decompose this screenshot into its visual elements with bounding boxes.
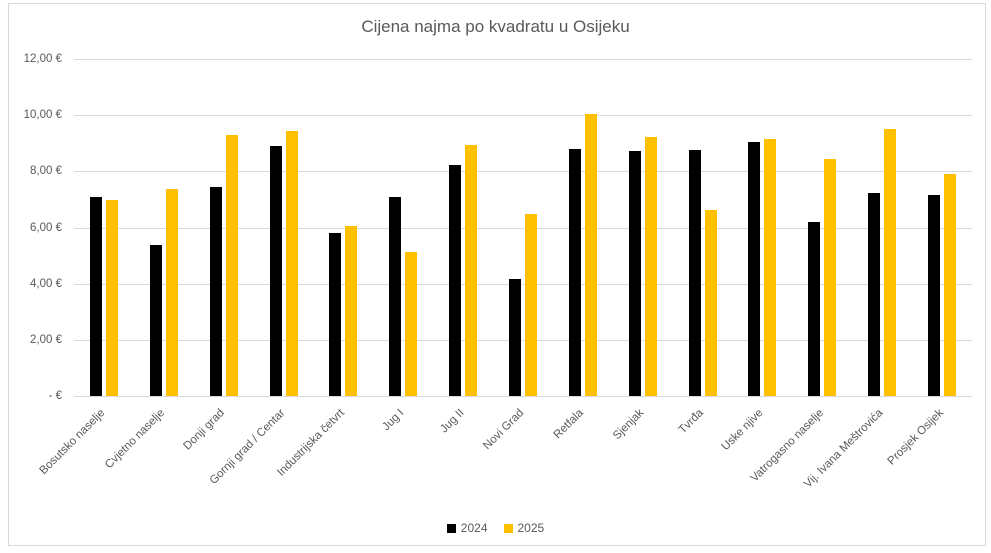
x-axis-category-label: Uske njive [719, 407, 766, 454]
bar-2024 [568, 148, 581, 396]
gridline [74, 283, 972, 285]
gridline [74, 396, 972, 397]
y-axis-tick-label: 4,00 € [30, 277, 62, 290]
y-axis-tick-label: 12,00 € [23, 53, 62, 65]
gridline [74, 59, 972, 60]
y-axis-tick-label: 8,00 € [30, 165, 62, 178]
bar-2025 [704, 209, 717, 396]
y-axis-tick-label: 2,00 € [30, 333, 62, 346]
bar-2025 [884, 129, 897, 396]
gridline [74, 115, 972, 117]
y-axis-tick-label: 6,00 € [30, 221, 62, 234]
legend-item-2024: 2024 [446, 521, 488, 535]
bar-2025 [584, 114, 597, 396]
bar-2025 [105, 200, 118, 396]
bar-2024 [628, 150, 641, 396]
bar-2024 [808, 222, 821, 396]
y-axis-tick-label: 10,00 € [23, 109, 62, 122]
bar-2025 [644, 136, 657, 396]
bar-2025 [405, 251, 418, 396]
bar-2024 [748, 141, 761, 396]
bar-2024 [269, 146, 282, 396]
bar-2024 [868, 192, 881, 396]
bar-2024 [449, 165, 462, 396]
bar-2024 [149, 245, 162, 396]
legend-item-2025: 2025 [503, 521, 545, 535]
bar-2024 [509, 279, 521, 396]
x-axis-category-label: Sjenjak [611, 407, 647, 443]
bar-2024 [89, 197, 102, 396]
bar-2025 [285, 130, 298, 396]
legend-swatch-2024 [446, 523, 456, 533]
bar-2024 [688, 150, 701, 396]
x-axis-category-label: Tvrđa [676, 407, 707, 437]
gridline [74, 339, 972, 341]
legend: 2024 2025 [0, 521, 991, 535]
x-axis-category-label: Donji grad [181, 407, 228, 453]
bar-2025 [465, 145, 478, 396]
bar-2025 [944, 174, 957, 396]
x-axis-category-label: Cvjetno naselje [103, 407, 168, 472]
x-axis-category-label: Jug I [380, 407, 407, 434]
x-axis-category-label: Jug II [438, 407, 467, 436]
x-axis-category-label: Prosjek Osijek [885, 407, 946, 468]
bar-2025 [525, 214, 537, 396]
legend-label-2024: 2024 [460, 521, 488, 535]
bar-2025 [764, 139, 777, 396]
gridline [74, 227, 972, 229]
bar-2024 [928, 195, 941, 396]
x-axis-category-label: Bosutsko naselje [37, 407, 108, 477]
bar-2024 [329, 232, 342, 396]
bar-2025 [824, 158, 837, 396]
bar-2025 [225, 134, 238, 396]
x-axis-category-label: Novi Grad [481, 407, 527, 453]
x-axis-category-label: Retfala [552, 407, 587, 442]
legend-swatch-2025 [503, 523, 513, 533]
bar-2025 [165, 189, 178, 396]
chart-title: Cijena najma po kvadratu u Osijeku [361, 17, 630, 36]
bar-2024 [209, 187, 222, 396]
y-axis-tick-label: - € [48, 390, 62, 402]
legend-label-2025: 2025 [517, 521, 545, 535]
bar-2024 [389, 197, 402, 396]
bar-2025 [345, 226, 358, 396]
gridline [74, 171, 972, 173]
